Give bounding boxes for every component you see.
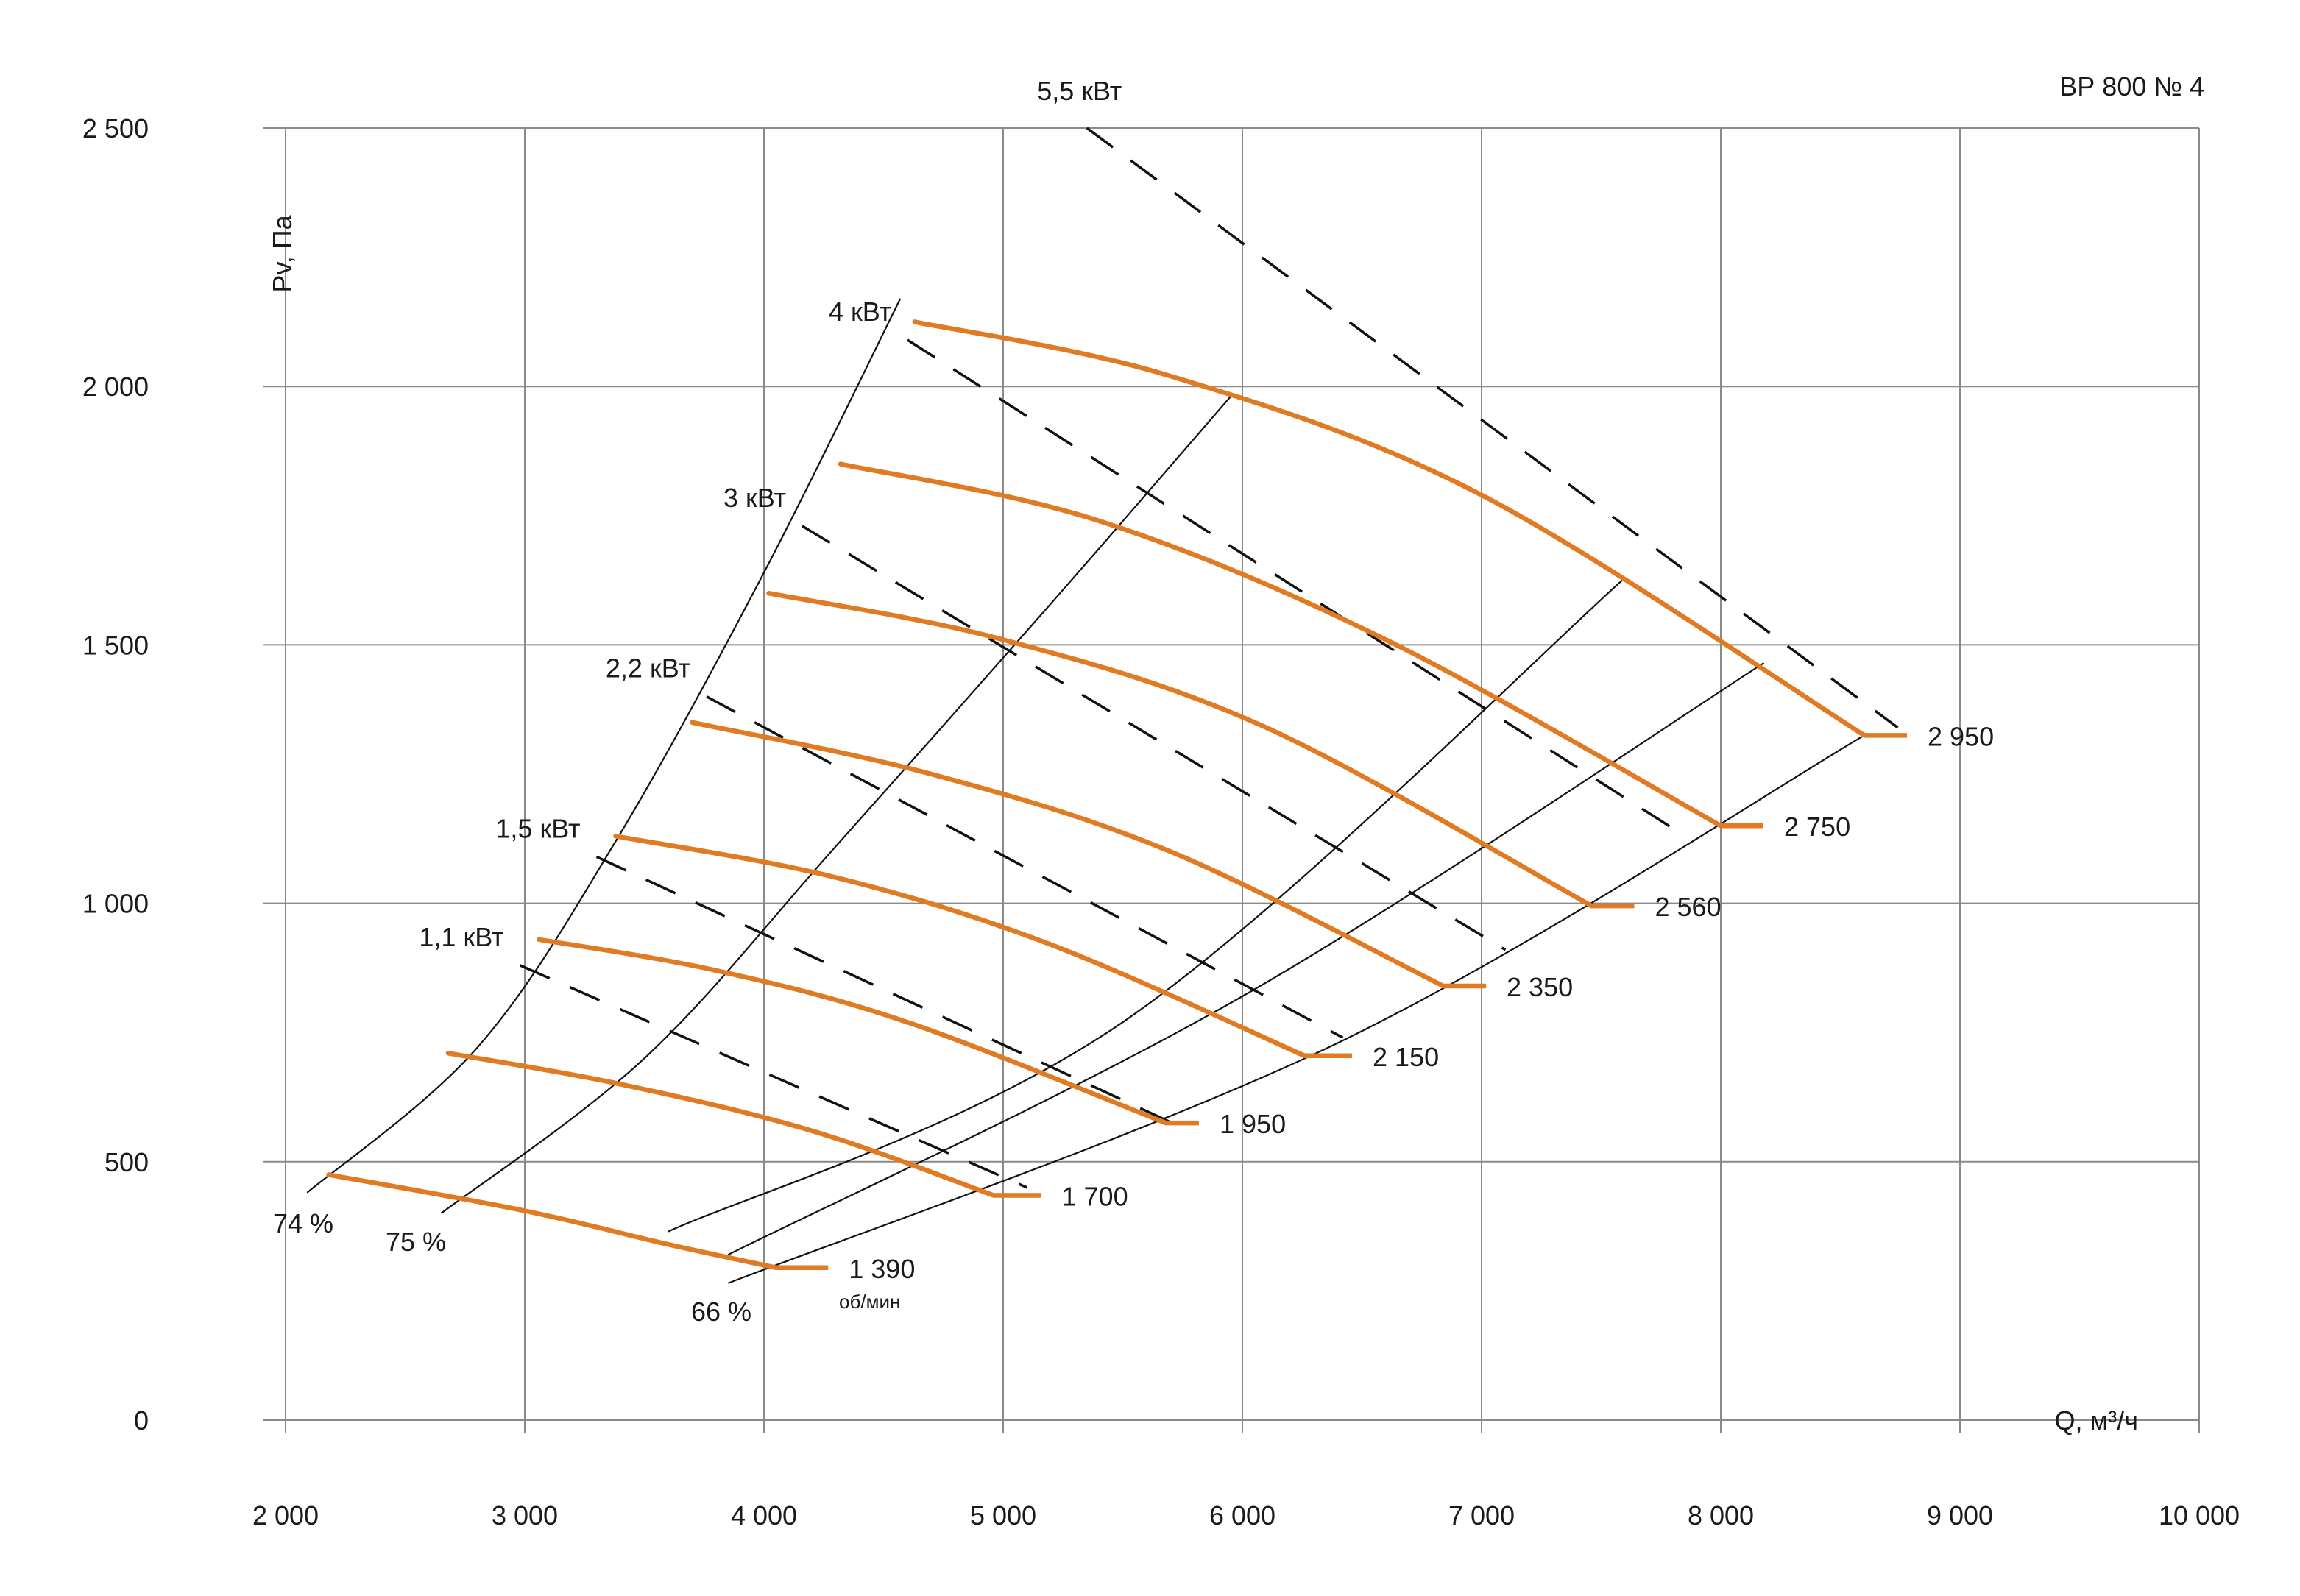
speed-label: 2 950 bbox=[1928, 721, 1994, 751]
x-tick-label: 4 000 bbox=[731, 1500, 797, 1531]
efficiency-label: 75 % bbox=[386, 1227, 446, 1257]
power-label: 3 кВт bbox=[723, 483, 786, 513]
y-axis-label: Pv, Па bbox=[267, 214, 297, 292]
power-label: 5,5 кВт bbox=[1037, 76, 1122, 106]
power-lines bbox=[519, 127, 1899, 1189]
speed-label: 2 150 bbox=[1373, 1042, 1439, 1072]
speed-label: 1 390 bbox=[849, 1254, 915, 1284]
power-line bbox=[802, 525, 1507, 951]
efficiency-line bbox=[727, 734, 1865, 1284]
speed-label: 2 750 bbox=[1784, 812, 1850, 842]
power-line bbox=[907, 338, 1686, 837]
speed-curve bbox=[537, 937, 1169, 1126]
efficiency-line bbox=[440, 396, 1231, 1214]
power-label: 1,5 кВт bbox=[495, 813, 580, 843]
speed-curve bbox=[766, 590, 1594, 909]
y-tick-label: 500 bbox=[105, 1147, 149, 1177]
power-line bbox=[1086, 127, 1899, 729]
speed-curve bbox=[445, 1051, 997, 1198]
x-tick-label: 5 000 bbox=[970, 1500, 1036, 1531]
x-tick-label: 2 000 bbox=[252, 1500, 319, 1531]
speed-curve bbox=[912, 319, 1867, 738]
x-tick-label: 9 000 bbox=[1927, 1500, 1993, 1531]
x-tick-label: 8 000 bbox=[1688, 1500, 1754, 1531]
power-line bbox=[595, 855, 1178, 1127]
power-line bbox=[706, 695, 1344, 1039]
axes: 2 000 3 000 4 000 5 000 6 000 7 000 8 000 9 000… bbox=[82, 113, 2240, 1531]
y-tick-label: 1 500 bbox=[82, 630, 149, 660]
y-tick-label: 1 000 bbox=[82, 889, 149, 919]
efficiency-line bbox=[668, 577, 1626, 1233]
speed-curve bbox=[690, 720, 1446, 989]
efficiency-label: 66 % bbox=[691, 1297, 751, 1327]
x-tick-label: 7 000 bbox=[1448, 1500, 1515, 1531]
x-tick-label: 10 000 bbox=[2159, 1500, 2240, 1531]
power-label: 2,2 кВт bbox=[606, 653, 690, 684]
efficiency-label: 74 % bbox=[273, 1208, 333, 1238]
speed-label: 1 700 bbox=[1062, 1181, 1128, 1211]
speed-unit-label: об/мин bbox=[839, 1291, 900, 1313]
efficiency-line bbox=[727, 662, 1765, 1256]
speed-label: 1 950 bbox=[1220, 1109, 1286, 1139]
x-tick-label: 3 000 bbox=[492, 1500, 558, 1531]
x-tick-label: 6 000 bbox=[1209, 1500, 1275, 1531]
y-tick-label: 2 500 bbox=[82, 113, 149, 143]
speed-curve bbox=[613, 834, 1307, 1059]
labels: 74 % 75 % 66 % 1,1 кВт 1,5 кВт 2,2 кВт 3 кВт 4 … bbox=[273, 76, 1994, 1327]
speed-label: 2 560 bbox=[1655, 892, 1722, 922]
power-line bbox=[519, 964, 1028, 1189]
grid bbox=[263, 127, 2200, 1433]
speed-curves bbox=[326, 319, 1907, 1271]
y-tick-label: 0 bbox=[134, 1405, 149, 1436]
power-label: 1,1 кВт bbox=[419, 922, 503, 952]
speed-curve bbox=[326, 1172, 779, 1271]
power-label: 4 кВт bbox=[829, 297, 891, 327]
y-tick-label: 2 000 bbox=[82, 372, 149, 402]
speed-curve bbox=[838, 461, 1724, 829]
efficiency-lines bbox=[306, 298, 1865, 1284]
x-axis-label: Q, м³/ч bbox=[2054, 1405, 2138, 1436]
speed-label: 2 350 bbox=[1507, 972, 1573, 1002]
efficiency-line bbox=[306, 298, 902, 1194]
chart-title: ВР 800 № 4 bbox=[2059, 71, 2204, 102]
